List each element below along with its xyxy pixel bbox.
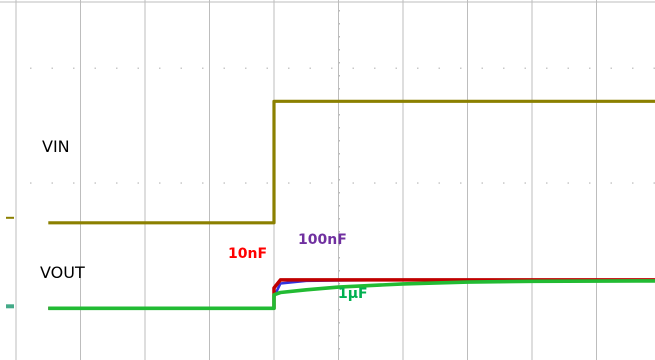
vout-label: VOUT bbox=[40, 263, 85, 282]
grid-dot bbox=[589, 182, 591, 184]
center-axis-tick bbox=[338, 75, 340, 77]
grid-dot bbox=[395, 182, 397, 184]
grid-dot bbox=[137, 67, 139, 69]
center-axis-tick bbox=[338, 23, 340, 25]
center-axis-tick bbox=[338, 322, 340, 324]
grid-dot bbox=[309, 182, 311, 184]
grid-dot bbox=[460, 182, 462, 184]
center-axis-tick bbox=[338, 127, 340, 129]
grid-dot bbox=[374, 182, 376, 184]
grid-dot bbox=[567, 182, 569, 184]
grid-dot bbox=[137, 182, 139, 184]
grid-dot bbox=[374, 67, 376, 69]
grid-dot bbox=[288, 67, 290, 69]
grid-dot bbox=[352, 67, 354, 69]
grid-dot bbox=[288, 182, 290, 184]
grid-dot bbox=[266, 182, 268, 184]
center-axis-tick bbox=[338, 296, 340, 298]
grid-dot bbox=[438, 182, 440, 184]
grid-dot bbox=[653, 67, 655, 69]
center-axis-tick bbox=[338, 283, 340, 285]
grid-dot bbox=[352, 182, 354, 184]
grid-dot bbox=[481, 67, 483, 69]
grid-dot bbox=[503, 182, 505, 184]
grid-dot bbox=[245, 182, 247, 184]
grid-dot bbox=[73, 182, 75, 184]
grid-dot bbox=[94, 67, 96, 69]
center-axis-tick bbox=[338, 309, 340, 311]
grid-dot bbox=[417, 182, 419, 184]
center-axis-tick bbox=[338, 49, 340, 51]
grid-dot bbox=[73, 67, 75, 69]
grid-dot bbox=[180, 182, 182, 184]
center-axis-tick bbox=[338, 166, 340, 168]
annotation-10nF: 10nF bbox=[228, 246, 267, 262]
grid-dot bbox=[610, 182, 612, 184]
grid-dot bbox=[589, 67, 591, 69]
grid-dot bbox=[159, 182, 161, 184]
center-axis-tick bbox=[338, 218, 340, 220]
center-axis-tick bbox=[338, 257, 340, 259]
grid-dot bbox=[503, 67, 505, 69]
center-axis-tick bbox=[338, 270, 340, 272]
grid-dot bbox=[417, 67, 419, 69]
grid-dot bbox=[180, 67, 182, 69]
vin-ground-marker bbox=[6, 216, 14, 219]
grid-dot bbox=[30, 182, 32, 184]
grid-dot bbox=[94, 182, 96, 184]
grid-dot bbox=[331, 67, 333, 69]
vin-label: VIN bbox=[42, 137, 70, 156]
grid-dot bbox=[266, 67, 268, 69]
grid-dot bbox=[116, 67, 118, 69]
grid-dot bbox=[223, 67, 225, 69]
grid-dot bbox=[202, 67, 204, 69]
grid-dot bbox=[632, 67, 634, 69]
trace-vout_1uF bbox=[48, 279, 655, 311]
grid-dot bbox=[653, 182, 655, 184]
grid-dot bbox=[223, 182, 225, 184]
labels: VIN VOUT 10nF 100nF 1μF bbox=[40, 137, 368, 302]
grid-dot bbox=[567, 67, 569, 69]
grid-dot bbox=[524, 67, 526, 69]
trace-vin bbox=[48, 99, 655, 225]
center-axis-tick bbox=[338, 36, 340, 38]
grid-dot bbox=[51, 182, 53, 184]
grid-dot bbox=[481, 182, 483, 184]
vout-ground-marker bbox=[6, 304, 14, 309]
grid-dot bbox=[202, 182, 204, 184]
center-axis-tick bbox=[338, 140, 340, 142]
grid-dot bbox=[309, 67, 311, 69]
annotation-100nF: 100nF bbox=[298, 232, 347, 248]
center-axis-tick bbox=[338, 205, 340, 207]
center-axis-tick bbox=[338, 88, 340, 90]
center-axis-tick bbox=[338, 348, 340, 350]
center-axis-tick bbox=[338, 10, 340, 12]
grid-dot bbox=[632, 182, 634, 184]
center-axis-tick bbox=[338, 192, 340, 194]
grid-dot bbox=[30, 67, 32, 69]
grid-dot bbox=[245, 67, 247, 69]
center-axis-tick bbox=[338, 244, 340, 246]
grid-dot bbox=[610, 67, 612, 69]
grid-dot bbox=[546, 182, 548, 184]
center-axis-tick bbox=[338, 335, 340, 337]
grid-dot bbox=[331, 182, 333, 184]
grid-dot bbox=[546, 67, 548, 69]
center-axis-tick bbox=[338, 62, 340, 64]
center-axis-tick bbox=[338, 179, 340, 181]
center-axis-tick bbox=[338, 231, 340, 233]
center-axis-tick bbox=[338, 114, 340, 116]
grid-dot bbox=[524, 182, 526, 184]
grid-dot bbox=[159, 67, 161, 69]
center-axis-tick bbox=[338, 153, 340, 155]
grid-dot bbox=[395, 67, 397, 69]
grid-dot bbox=[438, 67, 440, 69]
grid-dot bbox=[116, 182, 118, 184]
grid-dot bbox=[460, 67, 462, 69]
annotation-1uF: 1μF bbox=[338, 286, 368, 302]
grid-dot bbox=[51, 67, 53, 69]
traces bbox=[6, 99, 655, 311]
